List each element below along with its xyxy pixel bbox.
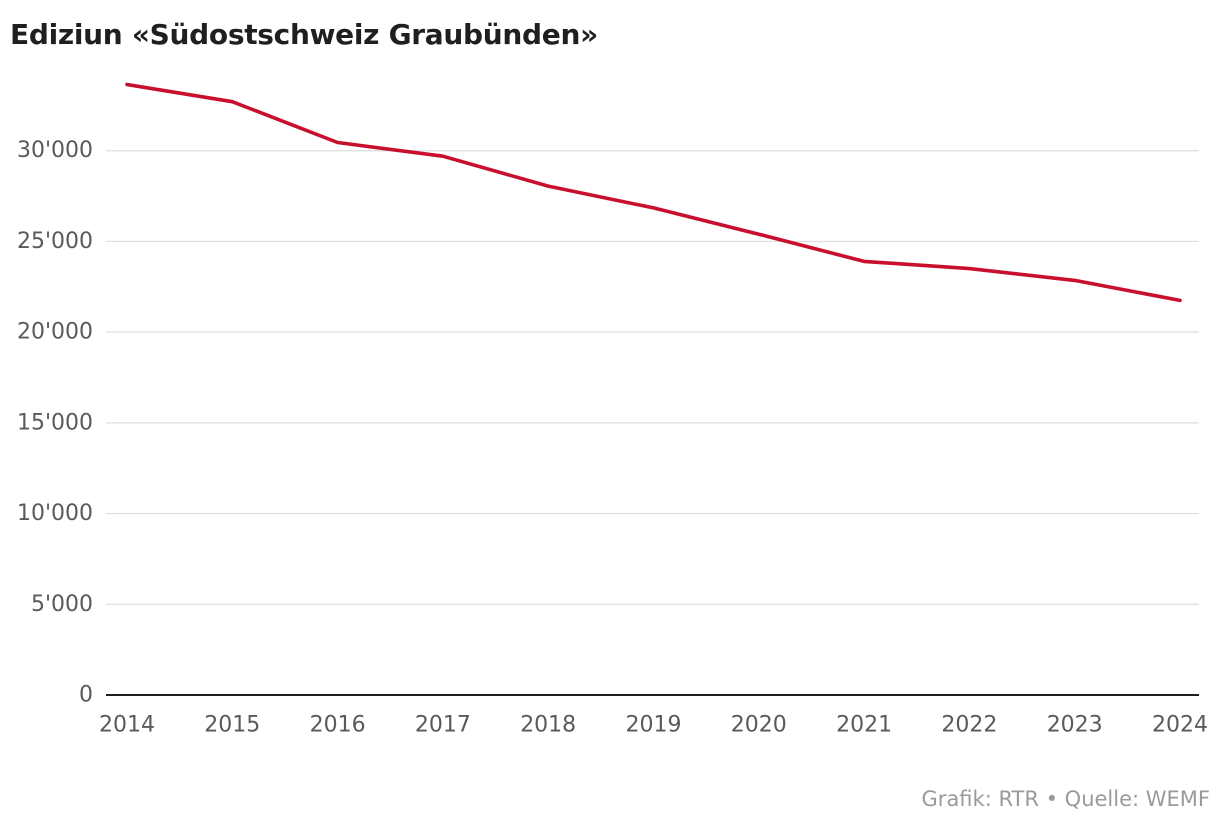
data-point (1178, 298, 1182, 302)
x-tick-label: 2019 (626, 713, 682, 738)
x-tick-label: 2020 (731, 713, 787, 738)
data-point (336, 141, 340, 145)
series-lines (125, 82, 1182, 303)
data-point (546, 184, 550, 188)
source-credit: Grafik: RTR • Quelle: WEMF (921, 787, 1210, 811)
x-tick-label: 2017 (415, 713, 471, 738)
data-point (125, 82, 129, 86)
data-point (757, 232, 761, 236)
y-tick-label: 25'000 (17, 229, 93, 254)
y-tick-label: 5'000 (31, 592, 93, 617)
data-point (967, 267, 971, 271)
data-point (441, 154, 445, 158)
data-point (862, 259, 866, 263)
y-tick-label: 30'000 (17, 138, 93, 163)
x-axis-tick-labels: 2014 2015 2016 2017 2018 2019 2020 2021 2022 2023… (99, 713, 1208, 738)
gridlines (106, 150, 1199, 605)
series-line (125, 82, 1182, 303)
data-point (1073, 278, 1077, 282)
x-tick-label: 2021 (836, 713, 892, 738)
chart-title: Ediziun «Südostschweiz Graubünden» (10, 18, 598, 51)
y-tick-label: 15'000 (17, 410, 93, 435)
y-tick-label: 10'000 (17, 501, 93, 526)
x-tick-label: 2023 (1047, 713, 1103, 738)
x-tick-label: 2016 (310, 713, 366, 738)
y-axis-tick-labels: 0 5'000 10'000 15'000 20'000 25'000 30'000 (17, 138, 93, 707)
x-tick-label: 2014 (99, 713, 155, 738)
y-tick-label: 0 (79, 683, 93, 708)
x-tick-label: 2024 (1152, 713, 1208, 738)
data-point (230, 100, 234, 104)
x-tick-label: 2015 (204, 713, 260, 738)
data-point (652, 206, 656, 210)
x-tick-label: 2022 (941, 713, 997, 738)
y-tick-label: 20'000 (17, 320, 93, 345)
x-tick-label: 2018 (520, 713, 576, 738)
